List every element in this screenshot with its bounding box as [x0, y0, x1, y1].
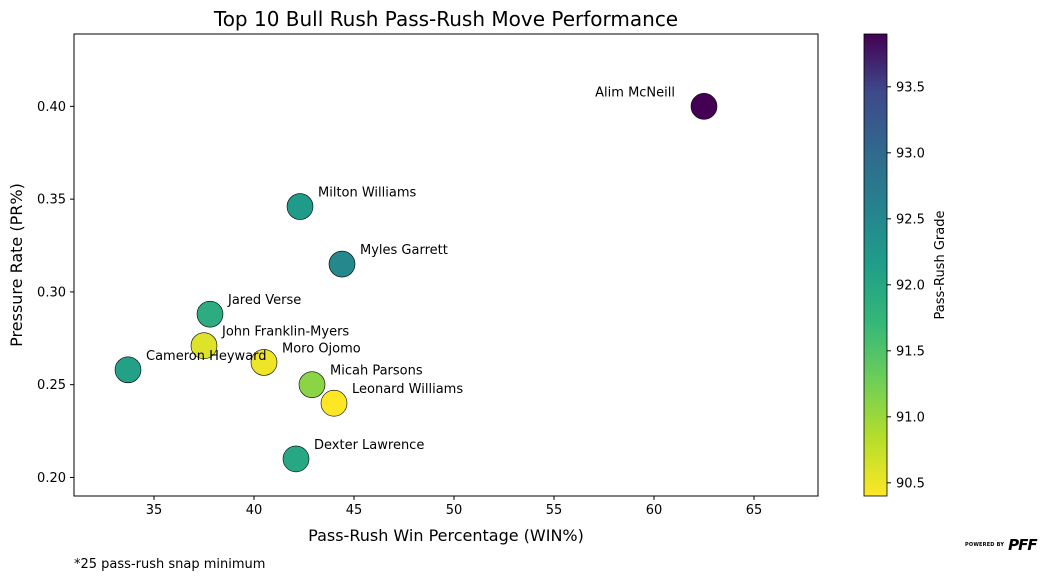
y-tick-label: 0.40: [37, 100, 66, 115]
scatter-point: [298, 371, 326, 398]
colorbar-tick-label: 91.5: [896, 344, 925, 359]
x-tick-label: 60: [646, 503, 663, 518]
colorbar-tick-label: 92.5: [896, 212, 925, 227]
scatter-point: [282, 445, 310, 473]
y-tick-label: 0.30: [37, 285, 66, 300]
x-tick-label: 65: [746, 503, 763, 518]
colorbar-label: Pass-Rush Grade: [933, 211, 948, 320]
x-tick-label: 45: [346, 503, 363, 518]
point-label: Cameron Heyward: [146, 349, 267, 364]
point-label: Myles Garrett: [360, 243, 448, 258]
chart-title: Top 10 Bull Rush Pass-Rush Move Performa…: [213, 7, 678, 31]
point-label: John Franklin-Myers: [221, 325, 349, 340]
x-tick-label: 40: [246, 503, 263, 518]
colorbar-tick-label: 93.5: [896, 80, 925, 95]
x-tick-label: 35: [146, 503, 163, 518]
point-label: Micah Parsons: [330, 364, 423, 379]
point-label: Moro Ojomo: [282, 341, 361, 356]
logo-pff: PFF: [1008, 536, 1037, 554]
plot-frame: [73, 33, 819, 497]
footnote: *25 pass-rush snap minimum: [74, 557, 266, 572]
scatter-point: [320, 389, 348, 417]
x-tick-label: 55: [546, 503, 563, 518]
scatter-point: [250, 349, 278, 376]
scatter-point: [190, 332, 218, 360]
colorbar-tick-label: 93.0: [896, 146, 925, 161]
scatter-point: [114, 356, 142, 384]
colorbar-tick-label: 92.0: [896, 278, 925, 293]
scatter-point: [196, 300, 224, 328]
colorbar-tick-label: 90.5: [896, 476, 925, 491]
point-label: Alim McNeill: [595, 85, 675, 100]
x-tick-label: 50: [446, 503, 463, 518]
logo-powered-by: POWERED BY: [965, 542, 1005, 548]
x-axis-label: Pass-Rush Win Percentage (WIN%): [308, 526, 584, 545]
point-label: Milton Williams: [318, 186, 417, 201]
point-label: Leonard Williams: [352, 382, 463, 397]
scatter-point: [286, 193, 314, 220]
scatter-point: [690, 93, 718, 120]
colorbar: [863, 33, 888, 497]
y-tick-label: 0.25: [37, 378, 66, 393]
point-label: Dexter Lawrence: [314, 438, 424, 453]
y-axis-label: Pressure Rate (PR%): [7, 183, 26, 347]
pff-logo: POWERED BY PFF: [965, 536, 1038, 554]
colorbar-tick-label: 91.0: [896, 410, 925, 425]
point-label: Jared Verse: [227, 293, 301, 308]
y-tick-label: 0.35: [37, 193, 66, 208]
scatter-point: [328, 250, 356, 278]
y-tick-label: 0.20: [37, 471, 66, 486]
